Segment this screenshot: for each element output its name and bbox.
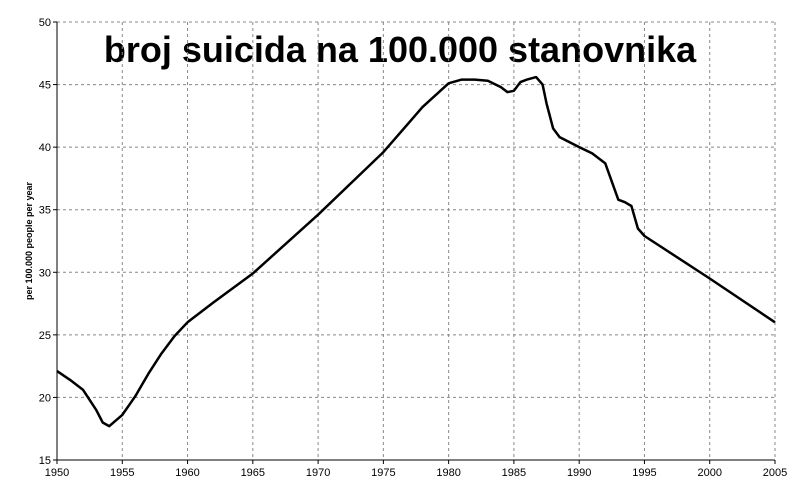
line-series (56, 75, 776, 428)
y-tick-label: 30 (39, 267, 51, 279)
y-tick-label: 20 (39, 392, 51, 404)
x-tick-label: 1985 (502, 467, 526, 479)
chart-title: broj suicida na 100.000 stanovnika (104, 29, 697, 70)
y-tick-label: 25 (39, 330, 51, 342)
y-tick-label: 45 (39, 80, 51, 92)
y-tick-label: 15 (39, 455, 51, 467)
x-tick-label: 1950 (45, 467, 69, 479)
x-tick-label: 1995 (632, 467, 656, 479)
y-axis-label: per 100.000 people per year (24, 181, 34, 300)
y-tick-label: 50 (39, 17, 51, 29)
x-tick-label: 1990 (567, 467, 591, 479)
x-tick-label: 1970 (306, 467, 330, 479)
x-tick-label: 2005 (763, 467, 787, 479)
x-tick-label: 2000 (697, 467, 721, 479)
x-tick-label: 1965 (241, 467, 265, 479)
y-tick-label: 40 (39, 142, 51, 154)
y-tick-label: 35 (39, 205, 51, 217)
x-tick-label: 1980 (436, 467, 460, 479)
x-tick-label: 1955 (110, 467, 134, 479)
x-tick-label: 1975 (371, 467, 395, 479)
x-tick-label: 1960 (175, 467, 199, 479)
